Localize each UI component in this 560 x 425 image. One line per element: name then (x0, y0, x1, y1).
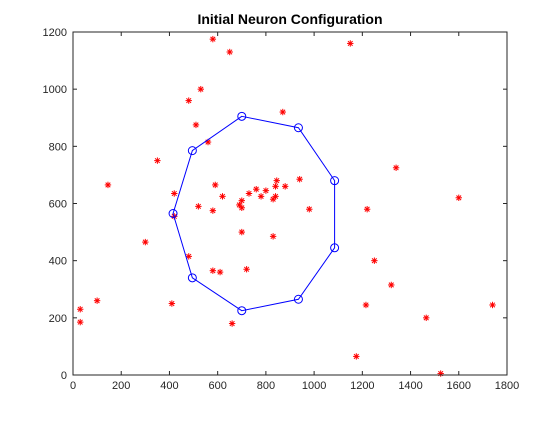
data-point (185, 97, 192, 104)
x-tick-label: 0 (70, 380, 76, 392)
data-point (437, 370, 444, 377)
x-tick-label: 1400 (398, 380, 422, 392)
neuron-point (330, 243, 340, 253)
data-point (273, 177, 280, 184)
neuron-point (168, 209, 178, 219)
axes-background (73, 32, 507, 375)
data-point (306, 206, 313, 213)
neuron-point (293, 123, 303, 133)
data-point (154, 157, 161, 164)
data-point (93, 297, 101, 304)
y-tick-label: 0 (61, 370, 67, 382)
data-point (192, 121, 200, 129)
x-tick-label: 1800 (495, 380, 519, 392)
neuron-point (330, 176, 340, 186)
chart-title: Initial Neuron Configuration (197, 11, 382, 27)
data-point (272, 183, 279, 190)
neuron-ring-series (168, 111, 340, 316)
x-tick-label: 1600 (447, 380, 471, 392)
y-tick-label: 1200 (43, 27, 67, 39)
data-point (104, 181, 112, 189)
data-point (257, 193, 265, 200)
data-point (363, 206, 371, 213)
neuron-point (293, 294, 303, 304)
axis-ticks (72, 31, 508, 376)
data-point (279, 108, 286, 116)
data-point (296, 176, 303, 183)
data-point (209, 35, 217, 43)
data-point (228, 320, 236, 327)
data-point (209, 207, 217, 214)
neuron-point (187, 146, 197, 156)
data-points-series (77, 35, 496, 377)
x-tick-label: 400 (160, 380, 178, 392)
y-tick-labels: 0 200 400 600 800 1000 1200 (43, 27, 67, 382)
data-point (269, 233, 277, 240)
data-point (219, 193, 226, 200)
data-point (243, 266, 250, 273)
data-point (168, 300, 176, 307)
data-point (347, 40, 354, 47)
axes-box (72, 31, 508, 376)
data-point (392, 164, 400, 171)
data-point (197, 85, 204, 93)
data-point (171, 190, 178, 197)
data-point (423, 314, 430, 322)
y-tick-label: 400 (49, 256, 67, 268)
x-tick-label: 1000 (302, 380, 326, 392)
series-layer (77, 35, 496, 377)
y-tick-label: 1000 (43, 84, 67, 96)
x-tick-label: 200 (112, 380, 130, 392)
y-tick-label: 200 (49, 313, 67, 325)
data-point (216, 268, 224, 276)
y-tick-label: 800 (49, 141, 67, 153)
neuron-point (237, 306, 247, 316)
neuron-ring-line (172, 115, 336, 312)
data-point (195, 203, 202, 210)
neuron-point (237, 111, 247, 121)
data-point (212, 181, 219, 189)
data-point (388, 281, 395, 289)
data-point (209, 267, 217, 274)
data-point (371, 257, 378, 264)
data-point (281, 183, 289, 190)
data-point (353, 353, 360, 360)
x-tick-label: 800 (257, 380, 275, 392)
y-tick-label: 600 (49, 199, 67, 211)
x-tick-labels: 0 200 400 600 800 1000 1200 1400 1600 1800 (70, 380, 519, 392)
x-tick-label: 600 (208, 380, 226, 392)
data-point (489, 301, 496, 309)
data-point (226, 48, 233, 56)
data-point (238, 204, 245, 211)
data-point (238, 197, 245, 204)
data-point (362, 301, 370, 309)
data-point (455, 194, 462, 201)
data-point (185, 253, 192, 260)
x-tick-label: 1200 (350, 380, 374, 392)
data-point (245, 190, 253, 197)
data-point (272, 193, 279, 200)
data-point (253, 186, 260, 193)
data-point (238, 228, 245, 236)
data-point (142, 238, 149, 246)
data-point (77, 318, 84, 326)
neuron-point (187, 273, 197, 283)
data-point (262, 187, 270, 194)
data-point (77, 306, 84, 313)
